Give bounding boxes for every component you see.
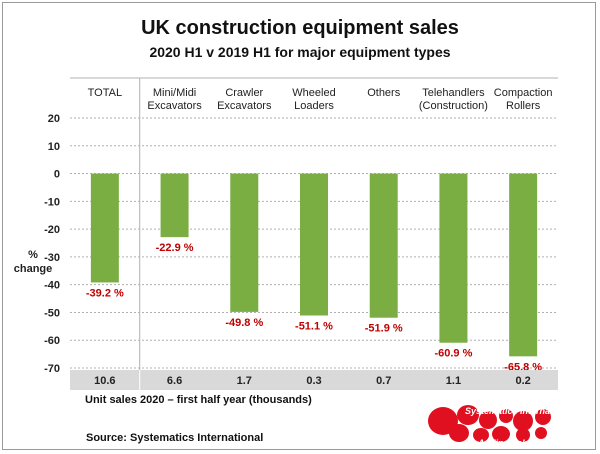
unit-sales-value: 0.7 [376, 375, 391, 387]
y-tick-label: -50 [44, 307, 60, 319]
bar [369, 173, 398, 318]
y-ticks: 20 10 0 -10 -20 -30 -40 -50 -60 -70 [44, 113, 60, 375]
category-label: (Construction) [419, 100, 488, 112]
data-label: -60.9 % [434, 348, 472, 360]
category-label: Compaction [494, 87, 553, 99]
data-label: -49.8 % [225, 317, 263, 329]
unit-sales-value: 1.7 [237, 375, 252, 387]
unit-sales-label: Unit sales 2020 – first half year (thous… [85, 394, 312, 406]
systematics-logo: Systematics International Ltd. Adding Va… [428, 405, 593, 448]
source-note: Source: Systematics International [86, 432, 263, 444]
chart-title: UK construction equipment sales [141, 17, 459, 39]
logo-text: Systematics International Ltd. [465, 406, 593, 416]
category-label: Excavators [217, 100, 272, 112]
unit-sales-value: 0.3 [306, 375, 321, 387]
category-label: Rollers [506, 100, 541, 112]
unit-sales-value: 6.6 [167, 375, 182, 387]
bar [509, 173, 538, 357]
category-label: Crawler [225, 87, 263, 99]
category-label: Loaders [294, 100, 334, 112]
y-tick-label: -60 [44, 335, 60, 347]
unit-sales-band [70, 370, 558, 390]
unit-sales-value: 10.6 [94, 375, 115, 387]
bar [160, 173, 189, 238]
category-labels: TOTAL Mini/MidiExcavatorsCrawlerExcavator… [88, 87, 553, 112]
y-tick-label: -40 [44, 280, 60, 292]
bars [90, 173, 538, 357]
chart-frame: UK construction equipment sales 2020 H1 … [2, 2, 596, 450]
category-label: Mini/Midi [153, 87, 196, 99]
category-label: Excavators [147, 100, 202, 112]
bar [439, 173, 468, 343]
category-label: Others [367, 87, 401, 99]
unit-sales-value: 1.1 [446, 375, 461, 387]
y-axis-label-line: change [14, 263, 53, 275]
logo-tagline: Adding Value to Data [477, 438, 568, 448]
y-tick-label: 10 [48, 141, 60, 153]
y-tick-label: 0 [54, 169, 60, 181]
y-tick-label: 20 [48, 113, 60, 125]
data-label: -51.9 % [365, 323, 403, 335]
chart-subtitle: 2020 H1 v 2019 H1 for major equipment ty… [149, 44, 450, 60]
category-label: TOTAL [88, 87, 122, 99]
y-tick-label: -30 [44, 252, 60, 264]
data-label: -39.2 % [86, 287, 124, 299]
bar [230, 173, 259, 312]
category-label: Telehandlers [422, 87, 485, 99]
unit-sales-value: 0.2 [515, 375, 530, 387]
chart: UK construction equipment sales 2020 H1 … [14, 17, 593, 448]
bar [300, 173, 328, 316]
bar [90, 173, 119, 283]
y-axis-label: % change [14, 249, 53, 275]
category-label: Wheeled [292, 87, 335, 99]
y-tick-label: -70 [44, 363, 60, 375]
data-labels: -39.2 % -22.9 % -49.8 % -51.1 % -51.9 % -60.9… [86, 242, 542, 373]
y-tick-label: -10 [44, 196, 60, 208]
data-label: -22.9 % [156, 242, 194, 254]
y-tick-label: -20 [44, 224, 60, 236]
data-label: -51.1 % [295, 321, 333, 333]
unit-sales-row: 10.6 6.6 1.7 0.3 0.7 1.1 0.2 [70, 370, 558, 390]
y-axis-label-line: % [28, 249, 38, 261]
